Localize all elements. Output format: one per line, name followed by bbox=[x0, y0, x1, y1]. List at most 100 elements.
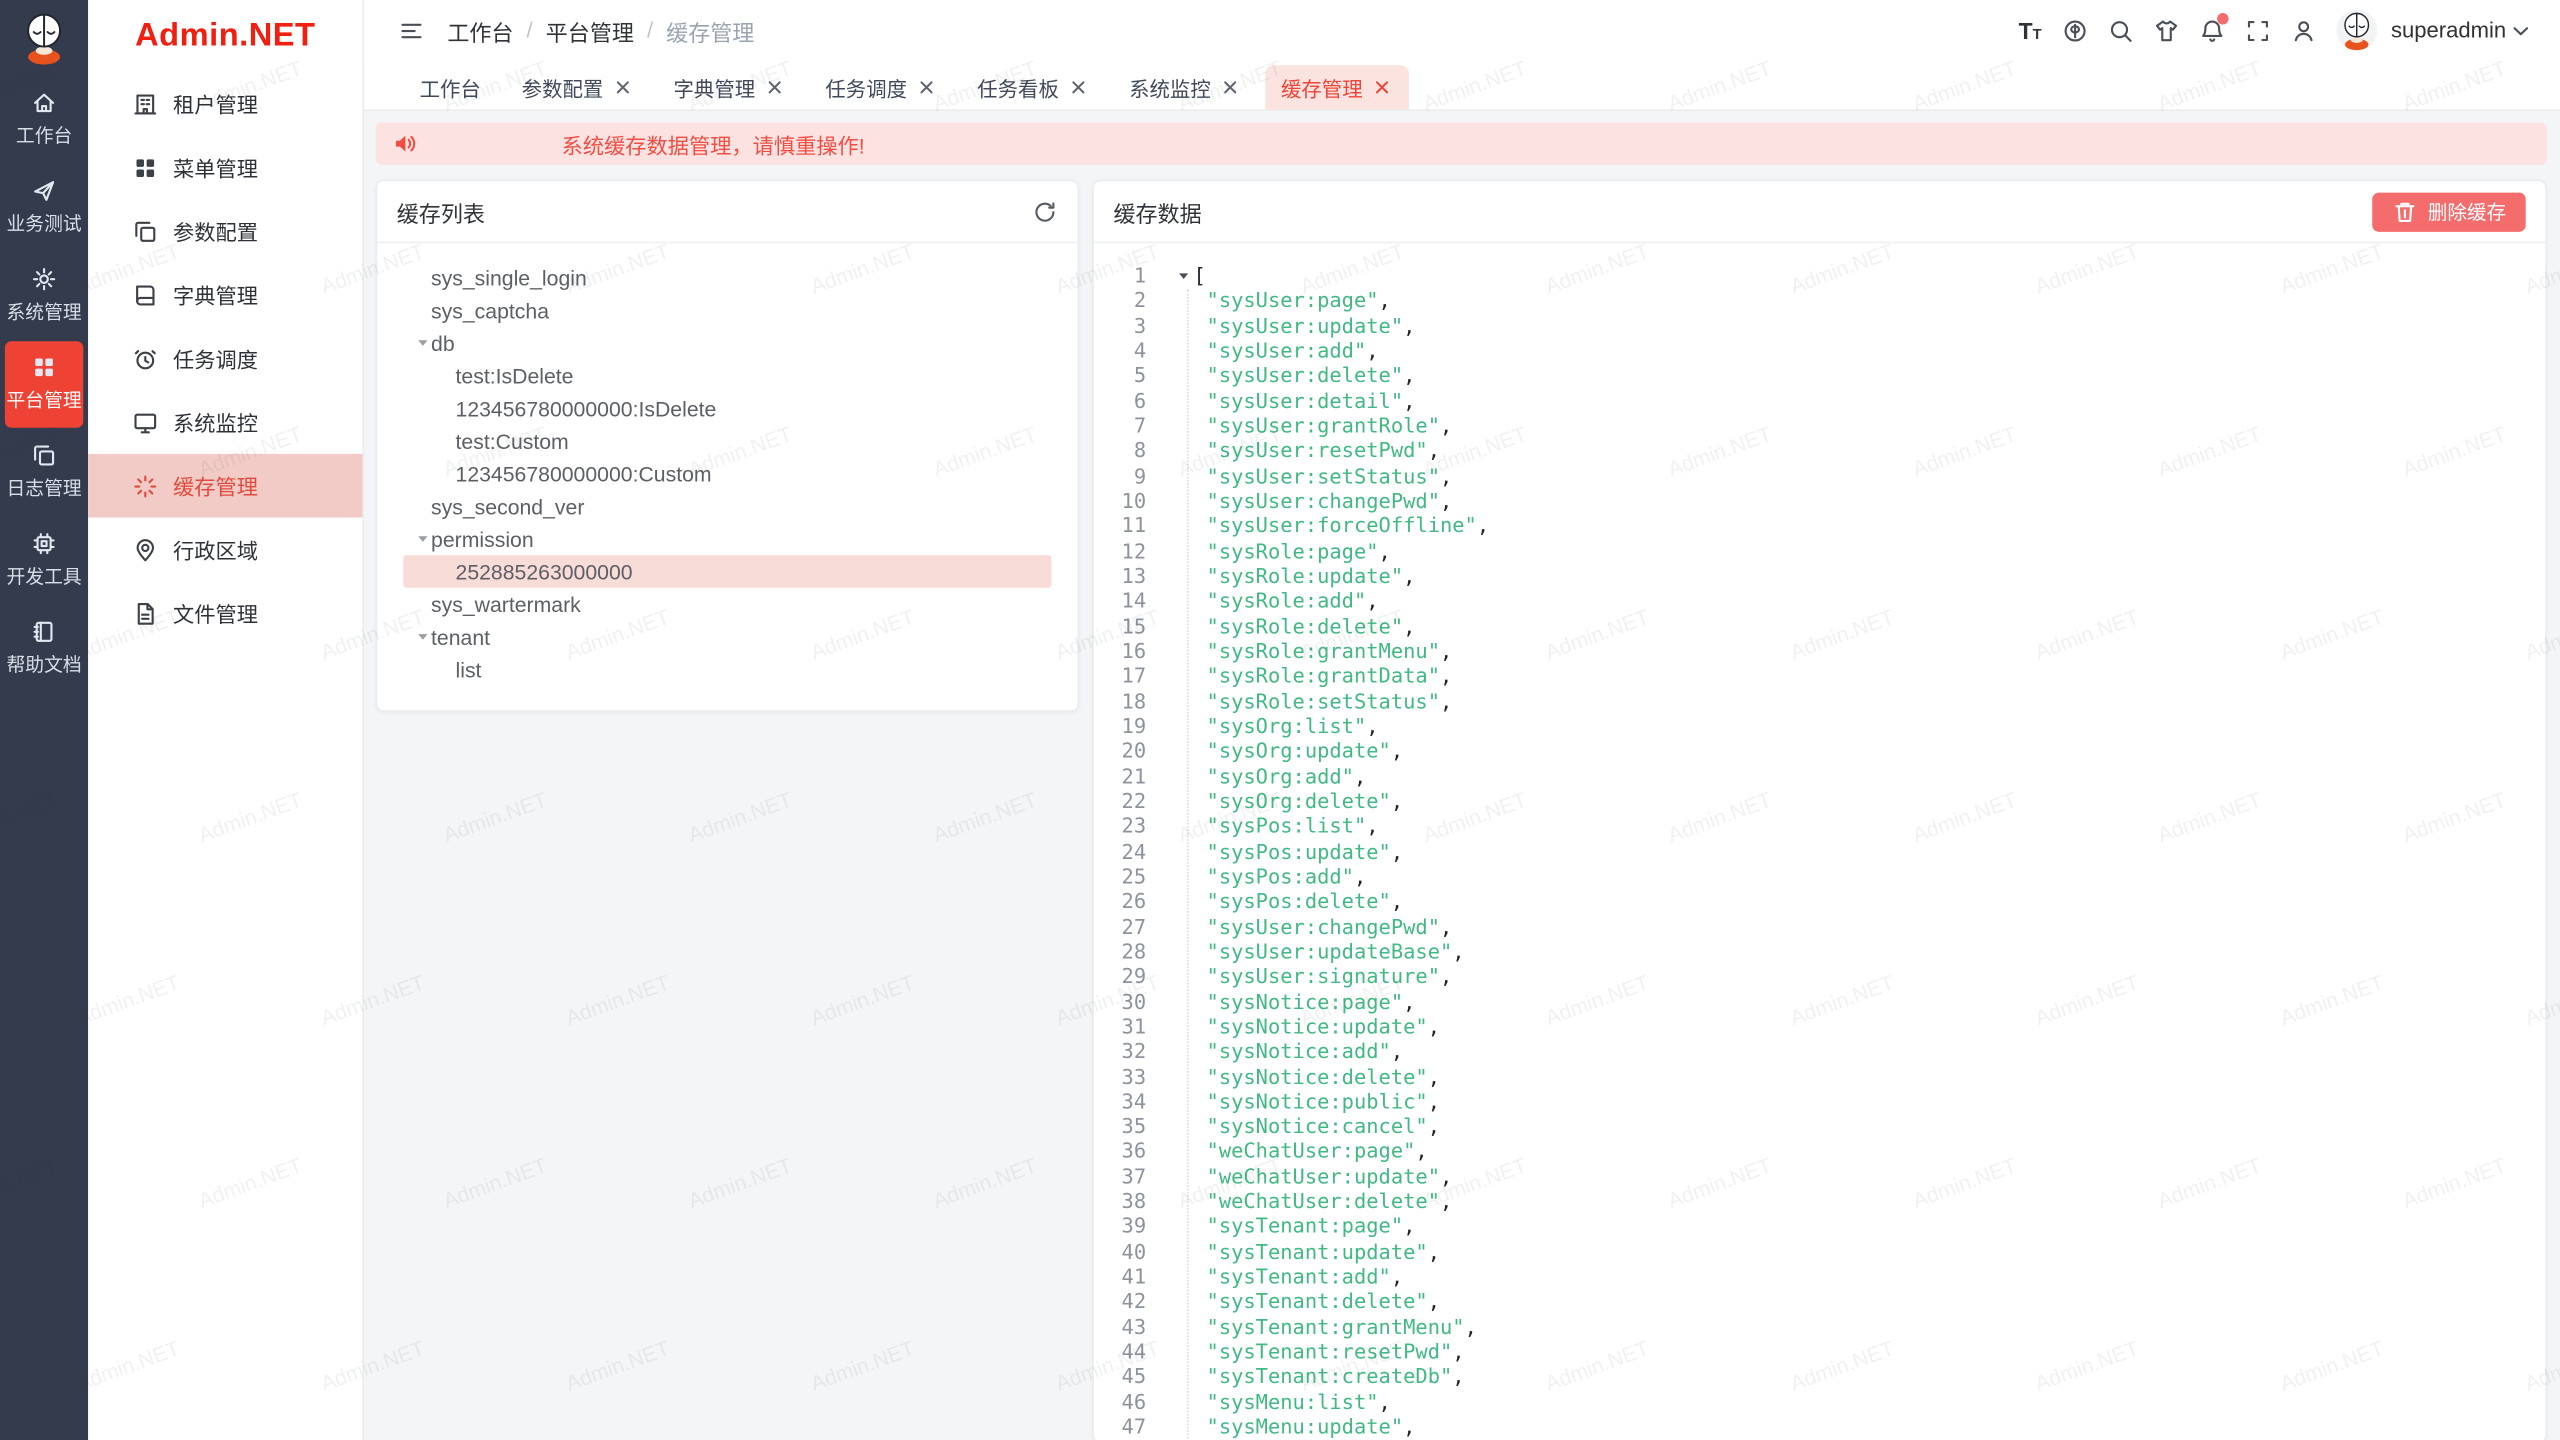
menu-collapse-icon[interactable] bbox=[389, 9, 435, 51]
rail-item-系统管理[interactable]: 系统管理 bbox=[5, 253, 83, 340]
line-number: 32 bbox=[1121, 1038, 1147, 1064]
caret-down-icon[interactable] bbox=[415, 629, 431, 645]
tree-node-label: sys_second_ver bbox=[431, 493, 585, 519]
language-icon[interactable] bbox=[2053, 9, 2099, 51]
tree-node-sys_wartermark[interactable]: sys_wartermark bbox=[403, 588, 1051, 621]
line-number: 45 bbox=[1121, 1363, 1147, 1389]
font-size-icon[interactable]: TT bbox=[2018, 17, 2042, 44]
close-icon[interactable] bbox=[613, 78, 633, 98]
code-line: 21 "sysOrg:add", bbox=[1094, 763, 2545, 788]
sidebar-item-任务调度[interactable]: 任务调度 bbox=[88, 327, 362, 391]
close-icon[interactable] bbox=[1372, 78, 1392, 98]
tab-缓存管理[interactable]: 缓存管理 bbox=[1264, 65, 1409, 110]
sidebar-item-字典管理[interactable]: 字典管理 bbox=[88, 263, 362, 327]
sidebar-item-参数配置[interactable]: 参数配置 bbox=[88, 199, 362, 263]
rail-item-日志管理[interactable]: 日志管理 bbox=[5, 429, 83, 516]
tree-node-tenant[interactable]: tenant bbox=[403, 620, 1051, 653]
code-line: 24 "sysPos:update", bbox=[1094, 838, 2545, 863]
notification-badge bbox=[2217, 12, 2230, 24]
sidebar-item-租户管理[interactable]: 租户管理 bbox=[88, 72, 362, 136]
chevron-down-icon[interactable] bbox=[2506, 9, 2535, 51]
line-number: 1 bbox=[1133, 262, 1147, 288]
breadcrumb-item[interactable]: 平台管理 bbox=[545, 20, 634, 45]
tree-node-sys_second_ver[interactable]: sys_second_ver bbox=[403, 490, 1051, 523]
code-line: 26 "sysPos:delete", bbox=[1094, 888, 2545, 913]
page-content: 系统缓存数据管理，请慎重操作! 缓存列表 sys_single_login sy… bbox=[364, 111, 2560, 1440]
tree-node-252885263000000[interactable]: 252885263000000 bbox=[403, 555, 1052, 588]
rail-item-工作台[interactable]: 工作台 bbox=[5, 77, 83, 164]
rail-item-label: 开发工具 bbox=[6, 568, 82, 588]
username[interactable]: superadmin bbox=[2390, 17, 2507, 43]
sidebar-item-菜单管理[interactable]: 菜单管理 bbox=[88, 136, 362, 200]
user-icon[interactable] bbox=[2282, 9, 2328, 51]
delete-cache-label: 删除缓存 bbox=[2427, 200, 2507, 224]
breadcrumb-item[interactable]: 工作台 bbox=[447, 20, 514, 45]
caret-down-icon[interactable] bbox=[415, 335, 431, 351]
tree-node-label: sys_wartermark bbox=[431, 591, 581, 617]
tab-label: 工作台 bbox=[419, 78, 481, 102]
sidebar-item-label: 文件管理 bbox=[173, 602, 258, 627]
sidebar-item-label: 租户管理 bbox=[173, 93, 258, 118]
alarm-icon bbox=[132, 345, 158, 371]
tree-node-sys_captcha[interactable]: sys_captcha bbox=[403, 294, 1051, 327]
tree-node-test:IsDelete[interactable]: test:IsDelete bbox=[403, 359, 1051, 392]
line-number: 41 bbox=[1121, 1263, 1147, 1289]
fullscreen-icon[interactable] bbox=[2236, 9, 2282, 51]
tree-node-sys_single_login[interactable]: sys_single_login bbox=[403, 261, 1051, 294]
primary-sidebar: 工作台 业务测试 系统管理 平台管理 日志管理 开发工具 帮助文档 bbox=[0, 0, 89, 1440]
code-line: 17 "sysRole:grantData", bbox=[1094, 663, 2545, 688]
refresh-icon[interactable] bbox=[1032, 198, 1058, 224]
tab-label: 字典管理 bbox=[673, 78, 756, 102]
tree-node-list[interactable]: list bbox=[403, 653, 1051, 686]
rail-item-帮助文档[interactable]: 帮助文档 bbox=[5, 606, 83, 693]
sidebar-item-系统监控[interactable]: 系统监控 bbox=[88, 390, 362, 454]
code-line: 6 "sysUser:detail", bbox=[1094, 388, 2545, 413]
tree-node-test:Custom[interactable]: test:Custom bbox=[403, 424, 1051, 457]
tree-node-permission[interactable]: permission bbox=[403, 522, 1051, 555]
breadcrumb-separator: / bbox=[646, 17, 654, 43]
line-number: 24 bbox=[1121, 838, 1147, 863]
tab-label: 系统监控 bbox=[1129, 78, 1211, 102]
caret-down-icon[interactable] bbox=[415, 531, 431, 547]
tab-任务看板[interactable]: 任务看板 bbox=[961, 65, 1105, 109]
rail-item-label: 平台管理 bbox=[6, 391, 82, 412]
location-icon bbox=[132, 536, 158, 562]
tree-node-db[interactable]: db bbox=[403, 327, 1051, 360]
notification-bell-icon[interactable] bbox=[2190, 9, 2236, 51]
tab-字典管理[interactable]: 字典管理 bbox=[657, 65, 801, 109]
delete-cache-button[interactable]: 删除缓存 bbox=[2372, 191, 2526, 232]
json-viewer: 1 [ 2 "sysUser:page", 3 "sysUser:update"… bbox=[1094, 243, 2545, 1440]
rail-item-平台管理[interactable]: 平台管理 bbox=[4, 341, 84, 428]
tab-工作台[interactable]: 工作台 bbox=[403, 65, 497, 109]
tab-参数配置[interactable]: 参数配置 bbox=[505, 65, 649, 109]
tab-任务调度[interactable]: 任务调度 bbox=[809, 65, 953, 109]
rail-item-label: 系统管理 bbox=[6, 303, 82, 324]
code-line: 44 "sysTenant:resetPwd", bbox=[1094, 1339, 2545, 1364]
collapse-caret-icon[interactable] bbox=[1176, 267, 1192, 283]
user-avatar[interactable] bbox=[2337, 9, 2378, 51]
sidebar-item-缓存管理[interactable]: 缓存管理 bbox=[88, 453, 363, 518]
rail-item-业务测试[interactable]: 业务测试 bbox=[5, 165, 83, 252]
tree-node-123456780000000:IsDelete[interactable]: 123456780000000:IsDelete bbox=[403, 392, 1051, 425]
code-line: 37 "weChatUser:update", bbox=[1094, 1164, 2545, 1189]
cache-data-header: 缓存数据 删除缓存 bbox=[1093, 181, 2546, 244]
close-icon[interactable] bbox=[1221, 78, 1241, 98]
close-icon[interactable] bbox=[765, 78, 785, 98]
tab-系统监控[interactable]: 系统监控 bbox=[1113, 65, 1257, 109]
sidebar-item-文件管理[interactable]: 文件管理 bbox=[88, 581, 362, 645]
breadcrumb: 工作台 / 平台管理 / 缓存管理 bbox=[447, 14, 754, 47]
tree-node-label: sys_captcha bbox=[431, 297, 550, 323]
mascot-icon bbox=[27, 13, 62, 65]
search-icon[interactable] bbox=[2099, 9, 2145, 51]
sidebar-item-行政区域[interactable]: 行政区域 bbox=[88, 518, 362, 582]
rail-item-开发工具[interactable]: 开发工具 bbox=[5, 518, 83, 605]
rail-item-label: 帮助文档 bbox=[6, 656, 82, 676]
app-logo-avatar[interactable] bbox=[0, 0, 88, 75]
tree-node-123456780000000:Custom[interactable]: 123456780000000:Custom bbox=[403, 457, 1051, 490]
close-icon[interactable] bbox=[1069, 78, 1089, 98]
code-line: 27 "sysUser:changePwd", bbox=[1094, 914, 2545, 939]
close-icon[interactable] bbox=[917, 78, 937, 98]
theme-icon[interactable] bbox=[2144, 9, 2190, 51]
code-line: 29 "sysUser:signature", bbox=[1094, 964, 2545, 989]
json-indent-guide bbox=[1186, 288, 1189, 1440]
